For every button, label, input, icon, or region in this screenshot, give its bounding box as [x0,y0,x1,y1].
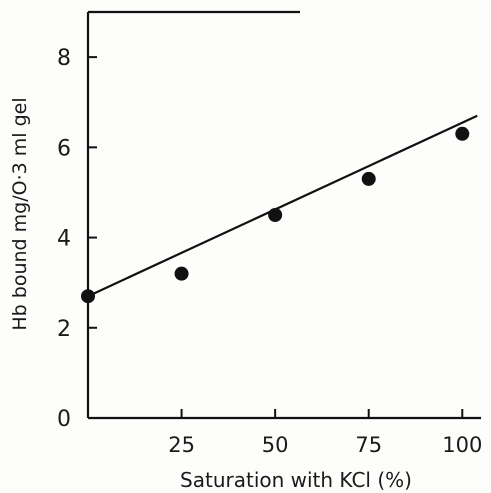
data-points [81,126,470,304]
x-tick-label: 50 [262,433,289,457]
fit-line [87,114,478,298]
y-tick-label: 2 [57,317,71,342]
y-tick-label: 8 [57,46,71,71]
x-tick-label: 100 [442,433,482,457]
data-point [81,289,95,304]
x-axis-label: Saturation with KCl (%) [180,468,412,492]
fit-line-group [87,114,478,298]
data-point [455,126,470,141]
data-point [268,208,283,222]
y-tick-label: 6 [57,136,71,161]
y-tick-label: 4 [57,227,71,252]
y-axis-label: Hb bound mg/O·3 ml gel [9,97,31,330]
x-tick-label: 75 [355,433,382,457]
data-point [174,266,189,281]
y-tick-label: 0 [57,407,71,432]
axes [86,10,481,420]
data-point [361,171,376,186]
ticks: 0 2 4 6 8 25 50 75 100 [57,46,482,457]
x-tick-label: 25 [168,433,195,457]
